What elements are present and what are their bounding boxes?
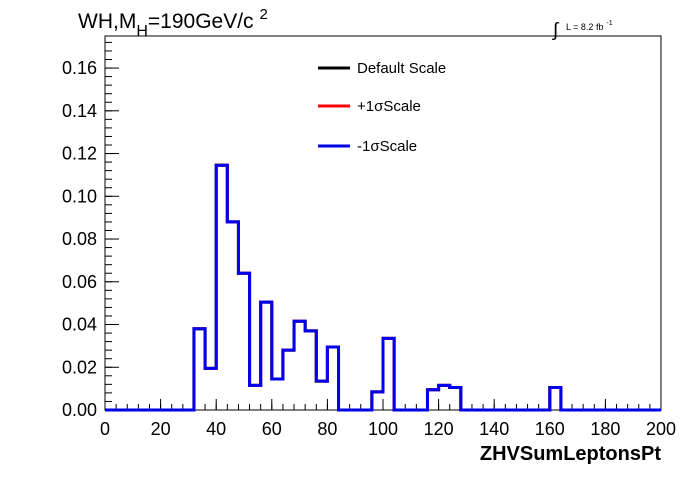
y-tick-label: 0.12 — [62, 144, 97, 164]
title-rest: =190GeV/c — [148, 10, 254, 33]
legend-label-minus: -1σScale — [357, 138, 417, 155]
title-main: WH,M — [78, 10, 136, 33]
x-tick-label: 180 — [590, 419, 620, 439]
x-tick-label: 60 — [262, 419, 282, 439]
y-tick-label: 0.02 — [62, 357, 97, 377]
x-tick-label: 0 — [100, 419, 110, 439]
title-subscript: H — [136, 23, 148, 40]
y-tick-label: 0.10 — [62, 186, 97, 206]
x-tick-label: 100 — [368, 419, 398, 439]
y-tick-label: 0.14 — [62, 101, 97, 121]
y-tick-label: 0.06 — [62, 272, 97, 292]
series-line-2 — [105, 163, 661, 412]
x-tick-label: 80 — [317, 419, 337, 439]
chart-title: WH,MH=190GeV/c 2 — [78, 6, 268, 40]
x-axis: 0 20 40 60 80 100 120 140 160 180 200 — [100, 399, 676, 439]
x-tick-label: 40 — [206, 419, 226, 439]
x-tick-label: 140 — [479, 419, 509, 439]
legend: Default Scale +1σScale -1σScale — [318, 60, 446, 155]
x-tick-label: 200 — [646, 419, 676, 439]
series-layer — [105, 163, 661, 412]
y-tick-label: 0.00 — [62, 400, 97, 420]
y-tick-label: 0.16 — [62, 58, 97, 78]
x-tick-label: 120 — [424, 419, 454, 439]
x-tick-label: 20 — [151, 419, 171, 439]
y-tick-label: 0.04 — [62, 315, 97, 335]
lumi-text: L = 8.2 fb — [566, 22, 603, 32]
x-axis-title: ZHVSumLeptonsPt — [480, 443, 661, 465]
legend-label-default: Default Scale — [357, 60, 446, 77]
legend-label-plus: +1σScale — [357, 98, 421, 115]
lumi-label: L = 8.2 fb -1 — [566, 20, 613, 32]
y-axis: 0.00 0.02 0.04 0.06 0.08 0.10 0.12 0.14 0.16 — [62, 41, 119, 420]
lumi-integral: ∫ — [552, 20, 560, 41]
title-superscript: 2 — [260, 6, 268, 23]
y-tick-label: 0.08 — [62, 229, 97, 249]
lumi-superscript: -1 — [606, 20, 612, 27]
x-tick-label: 160 — [535, 419, 565, 439]
